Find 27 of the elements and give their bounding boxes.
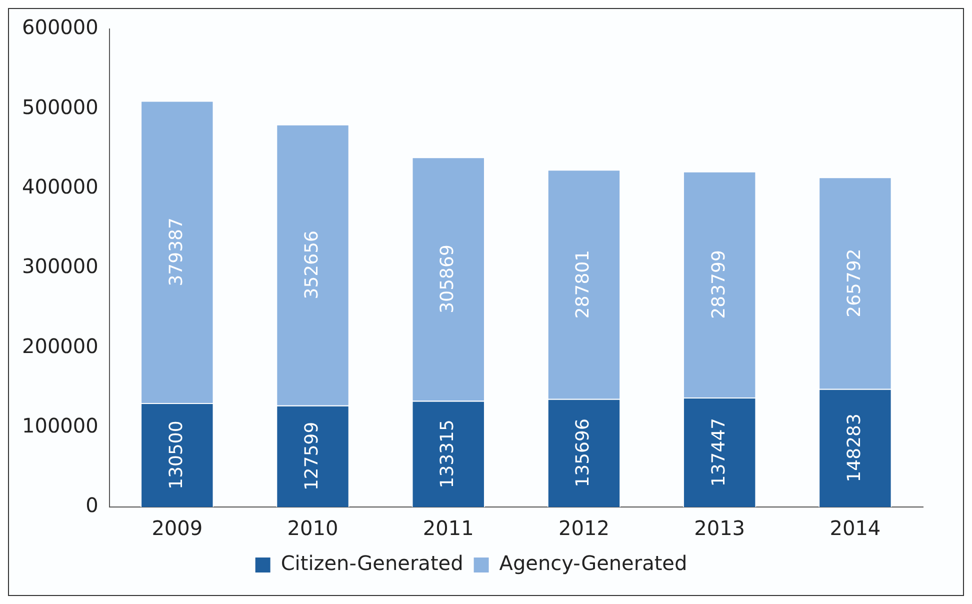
- x-tick-label: 2009: [152, 516, 203, 540]
- data-label: 379387: [166, 218, 187, 286]
- legend-label: Citizen-Generated: [280, 551, 464, 576]
- data-label: 287801: [572, 250, 594, 319]
- y-tick-label: 100000: [22, 414, 98, 438]
- y-tick-label: 0: [86, 493, 98, 518]
- data-label: 135696: [572, 418, 594, 488]
- data-label: 133315: [437, 420, 458, 488]
- y-tick-label: 200000: [22, 334, 98, 358]
- x-tick-label: 2011: [422, 516, 474, 540]
- data-label: 352656: [301, 230, 322, 300]
- data-label: 137447: [708, 418, 730, 487]
- x-tick-label: 2014: [830, 516, 881, 540]
- data-label: 283799: [708, 250, 730, 319]
- y-tick-label: 300000: [22, 254, 98, 278]
- data-label: 305869: [437, 244, 458, 314]
- x-tick-label: 2012: [558, 516, 610, 540]
- x-tick-label: 2010: [287, 516, 338, 540]
- y-tick-label: 400000: [22, 174, 98, 199]
- legend-label: Agency-Generated: [499, 551, 688, 576]
- y-tick-label: 500000: [22, 94, 98, 119]
- y-tick-label: 600000: [22, 15, 98, 40]
- x-tick-label: 2013: [694, 516, 746, 540]
- data-label: 265792: [844, 248, 865, 318]
- data-label: 127599: [301, 422, 322, 491]
- data-label: 130500: [166, 420, 187, 490]
- data-label: 148283: [844, 414, 865, 482]
